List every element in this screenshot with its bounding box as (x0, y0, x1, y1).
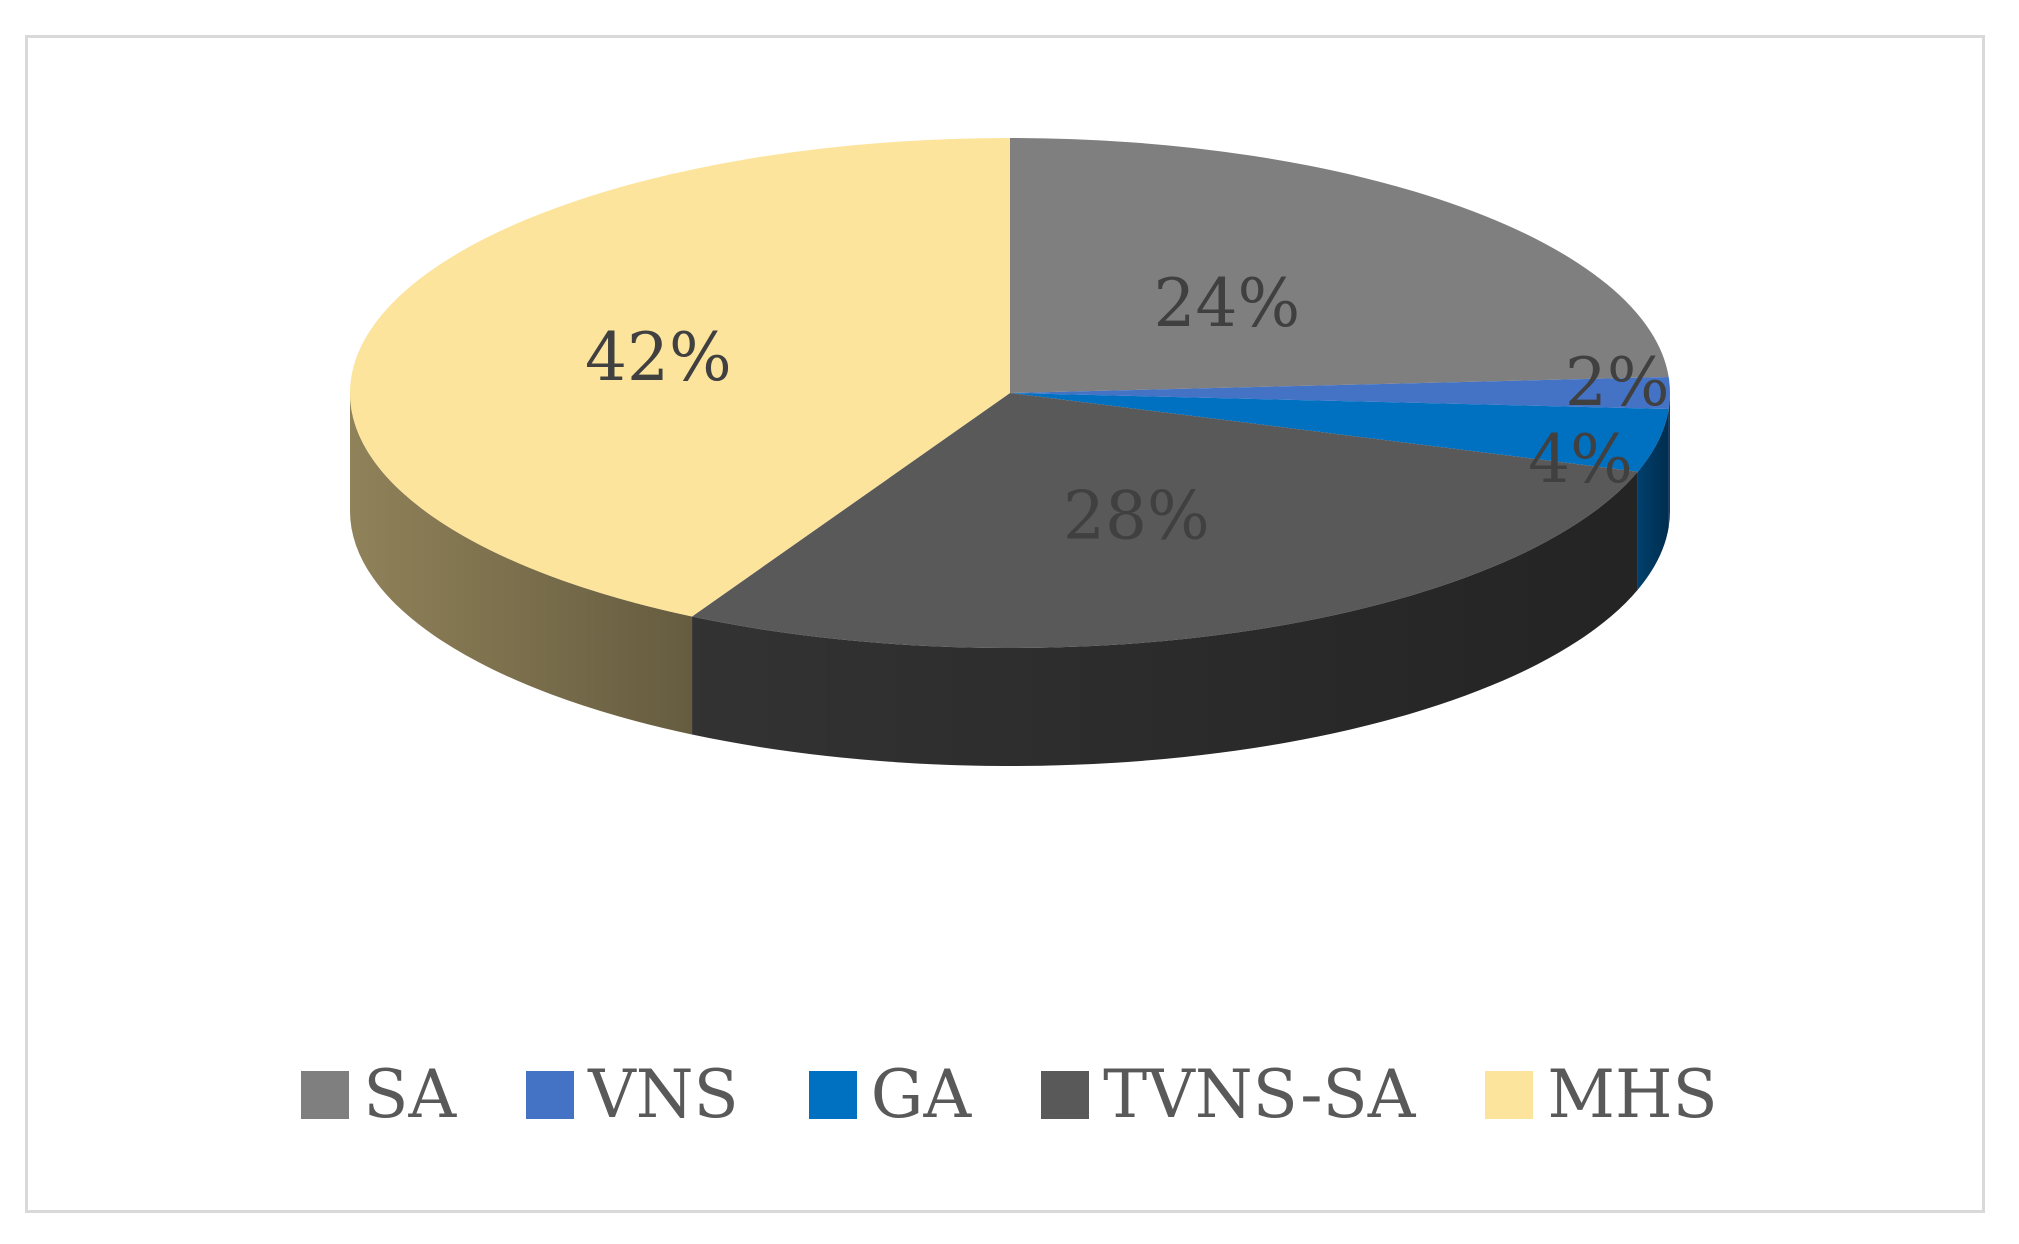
data-label-mhs: 42% (585, 319, 732, 396)
legend-label: GA (870, 1056, 972, 1133)
legend-label: VNS (588, 1056, 739, 1133)
pie-side-shading (692, 471, 1638, 767)
data-label-ga: 4% (1528, 421, 1633, 498)
pie-side-shading (349, 393, 693, 735)
pie-slice-mhs (350, 138, 1011, 617)
legend: SA VNS GA TVNS-SA MHS (0, 1055, 2019, 1135)
legend-swatch (526, 1071, 575, 1119)
legend-swatch (808, 1071, 857, 1119)
pie-slice-tvns-sa (692, 393, 1638, 649)
legend-item-ga: GA (808, 1056, 972, 1133)
pie-side-shading (1668, 393, 1671, 528)
pie-tops (350, 138, 1670, 649)
legend-item-tvns-sa: TVNS-SA (1041, 1062, 1415, 1128)
legend-label: SA (363, 1056, 457, 1133)
data-label-tvns-sa: 28% (1063, 477, 1210, 554)
pie-sides (349, 393, 1671, 767)
legend-item-mhs: MHS (1485, 1056, 1718, 1133)
legend-swatch (1485, 1071, 1534, 1119)
legend-swatch (301, 1071, 350, 1119)
data-label-sa: 24% (1154, 265, 1301, 342)
pie-side-shading (1637, 409, 1669, 590)
pie-slice-ga (1010, 393, 1669, 472)
legend-item-sa: SA (301, 1062, 456, 1128)
data-label-vns: 2% (1565, 344, 1670, 421)
legend-swatch (1041, 1071, 1090, 1119)
pie-slice-sa (1010, 138, 1669, 393)
legend-label: TVNS-SA (1103, 1056, 1416, 1133)
pie-slice-vns (1010, 376, 1670, 410)
legend-item-vns: VNS (526, 1062, 739, 1128)
legend-label: MHS (1547, 1056, 1718, 1133)
pie-labels: 24% 2%4% 28% 42% (585, 265, 1670, 555)
